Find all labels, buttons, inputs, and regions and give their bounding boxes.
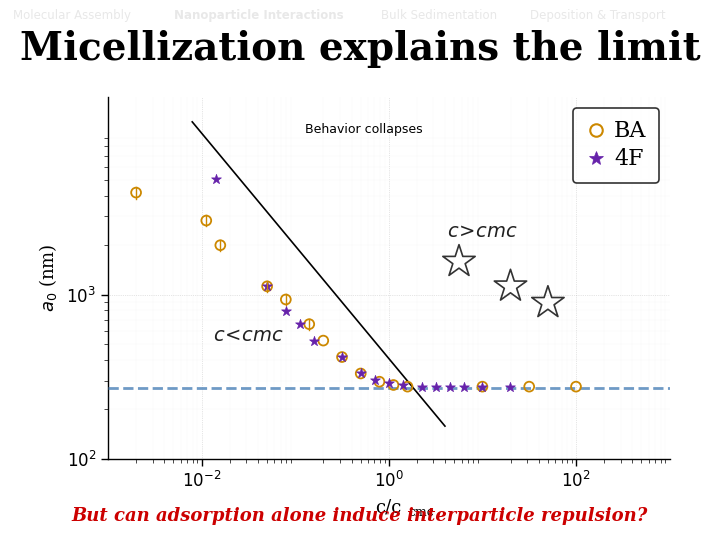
Point xyxy=(505,282,516,291)
Text: cmc: cmc xyxy=(408,506,434,519)
Text: Micellization explains the limit: Micellization explains the limit xyxy=(19,30,701,68)
Point xyxy=(458,382,469,391)
Text: Nanoparticle Interactions: Nanoparticle Interactions xyxy=(174,9,344,22)
Point xyxy=(374,377,385,386)
Point xyxy=(454,258,465,266)
Point xyxy=(444,382,456,391)
Point xyxy=(280,295,292,304)
Point xyxy=(261,282,273,291)
Point xyxy=(523,382,535,391)
Text: $c\!<\!cmc$: $c\!<\!cmc$ xyxy=(213,327,284,345)
Point xyxy=(318,336,329,345)
Point xyxy=(355,369,366,378)
Point xyxy=(383,379,395,388)
Point xyxy=(336,353,348,361)
Legend: BA, 4F: BA, 4F xyxy=(572,107,660,183)
Point xyxy=(294,320,306,328)
Text: Bulk Sedimentation: Bulk Sedimentation xyxy=(381,9,498,22)
Point xyxy=(280,307,292,315)
Point xyxy=(570,382,582,391)
Y-axis label: $a_0$ (nm): $a_0$ (nm) xyxy=(37,244,60,312)
Text: Behavior collapses: Behavior collapses xyxy=(305,123,423,136)
Point xyxy=(261,282,273,291)
Point xyxy=(308,336,320,345)
Point xyxy=(477,382,488,391)
Point xyxy=(130,188,142,197)
Text: But can adsorption alone induce interparticle repulsion?: But can adsorption alone induce interpar… xyxy=(72,507,648,525)
Point xyxy=(416,382,428,391)
Point xyxy=(388,381,400,389)
Point xyxy=(336,353,348,361)
Point xyxy=(369,376,380,384)
Point xyxy=(542,299,554,307)
Point xyxy=(200,216,212,225)
Point xyxy=(304,320,315,328)
Point xyxy=(215,241,226,249)
Point xyxy=(210,175,222,184)
Text: Deposition & Transport: Deposition & Transport xyxy=(530,9,665,22)
Point xyxy=(505,382,516,391)
Text: c/c: c/c xyxy=(376,499,402,517)
Point xyxy=(355,369,366,378)
Point xyxy=(397,381,409,389)
Text: Molecular Assembly: Molecular Assembly xyxy=(13,9,131,22)
Point xyxy=(477,382,488,391)
Text: $c\!>\!cmc$: $c\!>\!cmc$ xyxy=(447,223,518,241)
Point xyxy=(402,382,413,391)
Point xyxy=(430,382,441,391)
